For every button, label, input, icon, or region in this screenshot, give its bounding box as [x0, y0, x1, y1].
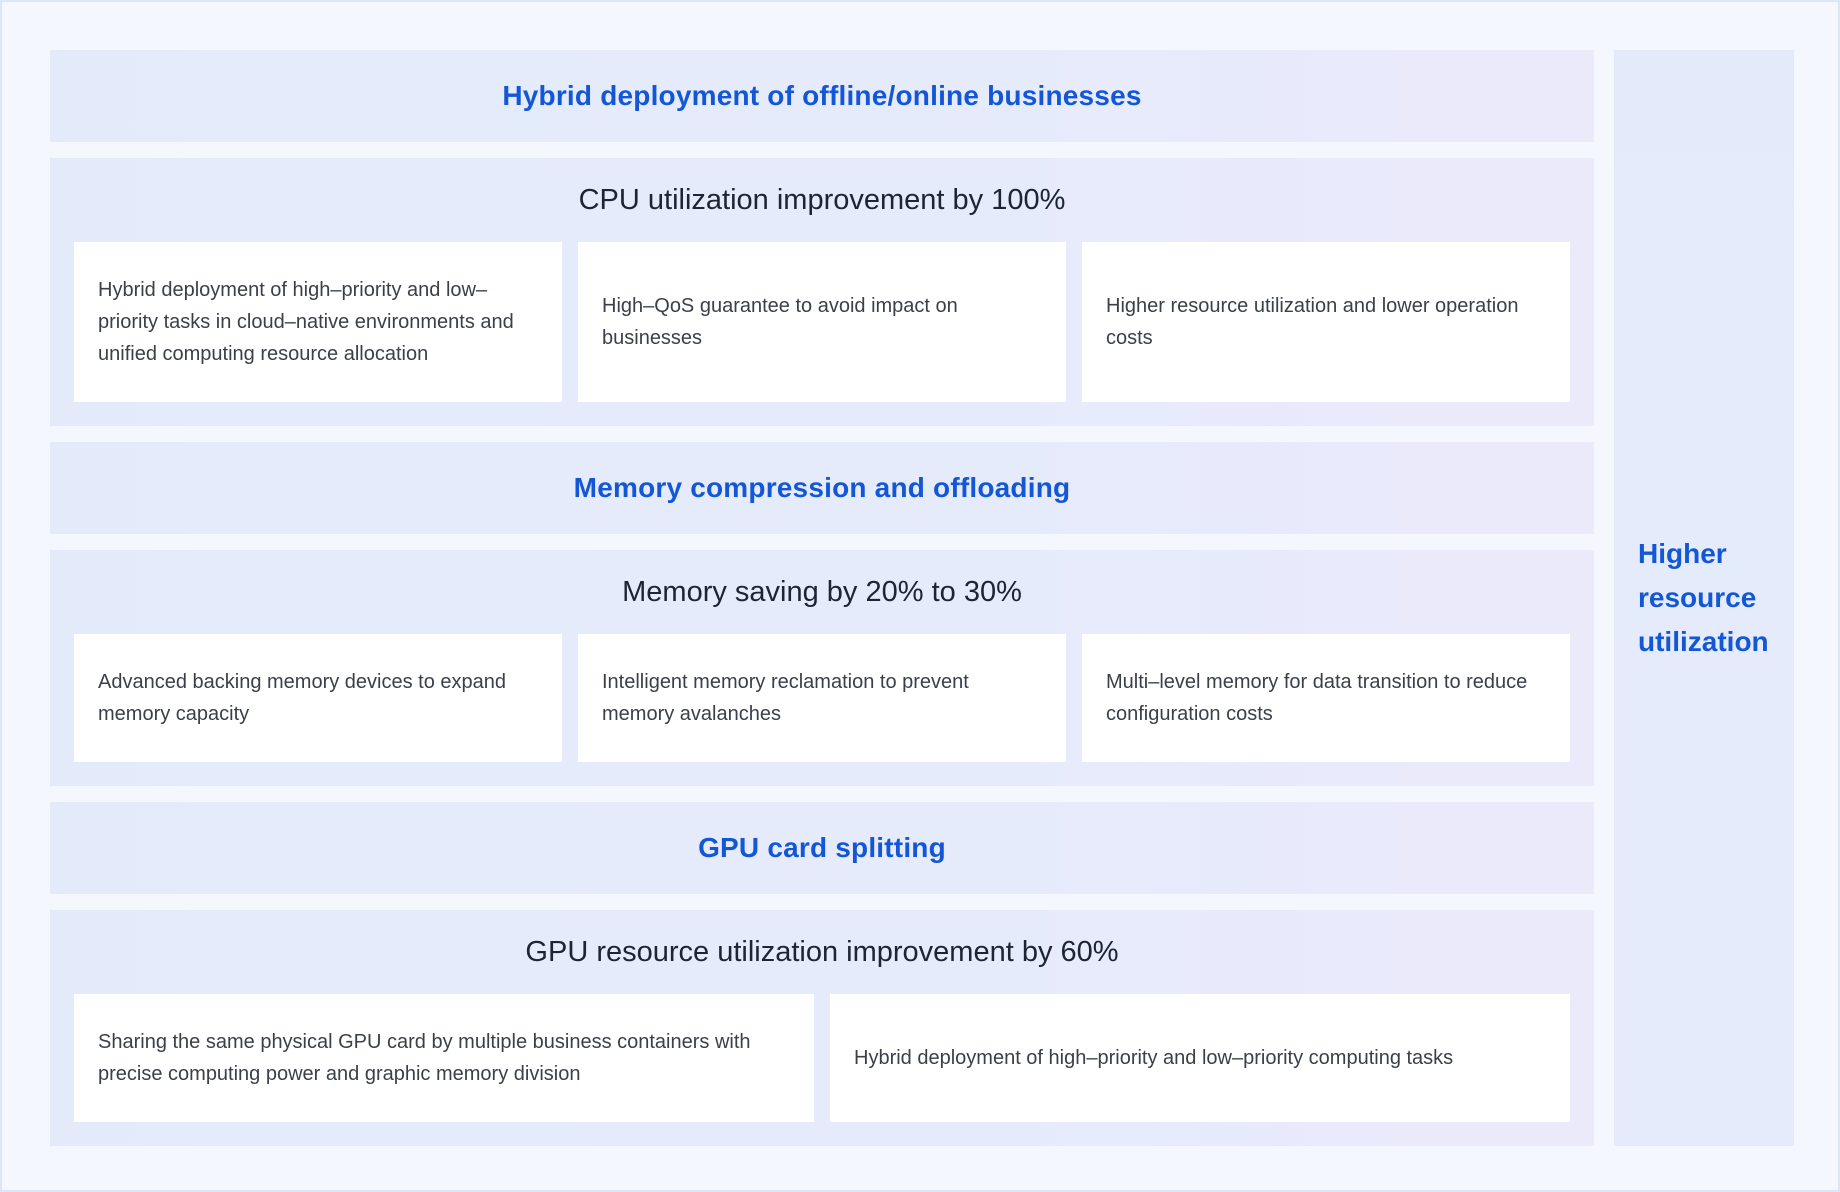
- feature-card: Intelligent memory reclamation to preven…: [578, 634, 1066, 762]
- section-title: Hybrid deployment of offline/online busi…: [502, 80, 1142, 111]
- side-summary-band: Higher resource utilization: [1614, 50, 1794, 1146]
- feature-card: Higher resource utilization and lower op…: [1082, 242, 1570, 402]
- section-detail-band: Memory saving by 20% to 30% Advanced bac…: [50, 550, 1594, 786]
- section-heading: GPU resource utilization improvement by …: [525, 936, 1119, 968]
- feature-card-text: Intelligent memory reclamation to preven…: [602, 671, 969, 725]
- feature-card: Hybrid deployment of high–priority and l…: [830, 994, 1570, 1122]
- feature-card-text: Multi–level memory for data transition t…: [1106, 671, 1528, 725]
- feature-card: Advanced backing memory devices to expan…: [74, 634, 562, 762]
- feature-card-text: Higher resource utilization and lower op…: [1106, 295, 1519, 349]
- side-summary-label: Higher resource utilization: [1638, 538, 1769, 657]
- section-title: Memory compression and offloading: [573, 472, 1071, 503]
- section-title-band: Hybrid deployment of offline/online busi…: [50, 50, 1594, 142]
- feature-card: Sharing the same physical GPU card by mu…: [74, 994, 814, 1122]
- section-detail-band: CPU utilization improvement by 100% Hybr…: [50, 158, 1594, 426]
- feature-card-text: Hybrid deployment of high–priority and l…: [854, 1047, 1454, 1069]
- feature-card: Multi–level memory for data transition t…: [1082, 634, 1570, 762]
- feature-card-text: High–QoS guarantee to avoid impact on bu…: [602, 295, 958, 349]
- feature-card-text: Advanced backing memory devices to expan…: [98, 671, 507, 725]
- section-heading: CPU utilization improvement by 100%: [578, 184, 1066, 216]
- feature-card: High–QoS guarantee to avoid impact on bu…: [578, 242, 1066, 402]
- feature-card-text: Sharing the same physical GPU card by mu…: [98, 1031, 751, 1085]
- section-title-band: Memory compression and offloading: [50, 442, 1594, 534]
- section-title: GPU card splitting: [698, 832, 946, 863]
- feature-card-text: Hybrid deployment of high–priority and l…: [98, 279, 514, 365]
- section-title-band: GPU card splitting: [50, 802, 1594, 894]
- feature-card: Hybrid deployment of high–priority and l…: [74, 242, 562, 402]
- section-heading: Memory saving by 20% to 30%: [622, 576, 1022, 608]
- section-detail-band: GPU resource utilization improvement by …: [50, 910, 1594, 1146]
